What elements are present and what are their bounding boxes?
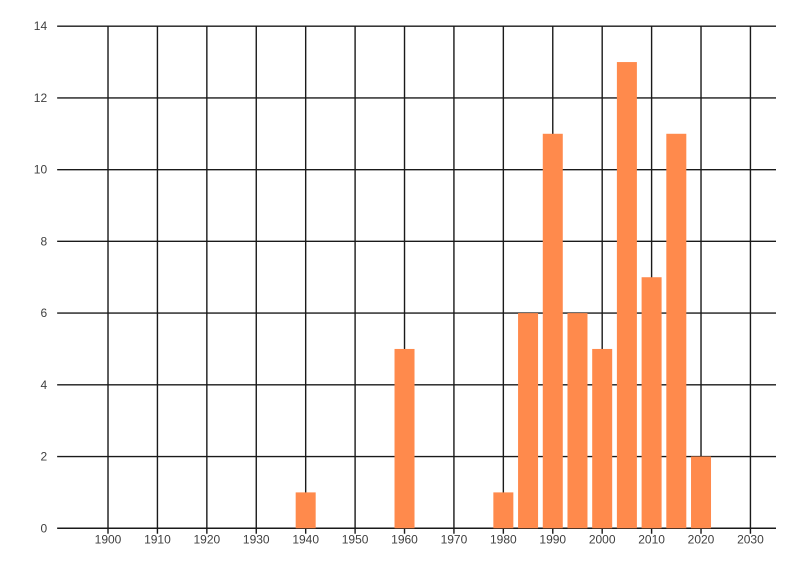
svg-text:1960: 1960 [391, 532, 418, 546]
svg-text:2010: 2010 [638, 532, 665, 546]
svg-text:1900: 1900 [95, 532, 122, 546]
svg-text:2: 2 [40, 450, 47, 464]
svg-text:1980: 1980 [490, 532, 517, 546]
svg-text:14: 14 [34, 19, 48, 33]
svg-text:1930: 1930 [243, 532, 270, 546]
svg-text:8: 8 [40, 234, 47, 248]
svg-text:4: 4 [40, 378, 47, 392]
svg-text:2000: 2000 [589, 532, 616, 546]
svg-text:2030: 2030 [737, 532, 764, 546]
svg-text:2020: 2020 [688, 532, 715, 546]
svg-text:10: 10 [34, 163, 48, 177]
svg-text:1970: 1970 [441, 532, 468, 546]
svg-text:0: 0 [40, 521, 47, 535]
svg-text:1990: 1990 [539, 532, 566, 546]
svg-text:6: 6 [40, 306, 47, 320]
svg-text:1950: 1950 [342, 532, 369, 546]
svg-text:1910: 1910 [144, 532, 171, 546]
svg-text:1940: 1940 [292, 532, 319, 546]
svg-text:1920: 1920 [193, 532, 220, 546]
svg-text:12: 12 [34, 91, 48, 105]
